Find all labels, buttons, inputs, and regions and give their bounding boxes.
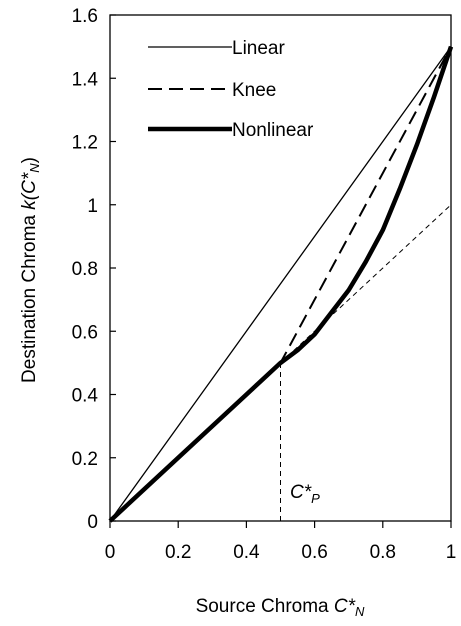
legend: Linear Knee Nonlinear xyxy=(148,38,314,141)
y-tick-label-1-4: 1.4 xyxy=(72,69,99,90)
y-axis-title-close: ) xyxy=(19,157,40,163)
x-tick-label-0-8: 0.8 xyxy=(370,542,396,563)
y-axis-title-text: Destination Chroma xyxy=(19,210,40,383)
x-axis-title-symbol: C* xyxy=(334,596,356,617)
x-axis-ticks: 0 0.2 0.4 0.6 0.8 1 xyxy=(105,521,457,563)
x-tick-label-0-4: 0.4 xyxy=(233,542,260,563)
y-axis-title-symbol: C* xyxy=(19,172,40,194)
annotation-symbol: C* xyxy=(290,482,312,503)
series-line-linear xyxy=(109,46,452,522)
y-axis-title: Destination Chroma k(C*N) xyxy=(19,157,42,383)
x-axis-title: Source Chroma C*N xyxy=(196,596,365,619)
y-axis-ticks: 0 0.2 0.4 0.6 0.8 1 1.2 1.4 1.6 xyxy=(72,6,116,533)
y-tick-label-1-2: 1.2 xyxy=(72,133,98,154)
x-tick-label-0: 0 xyxy=(105,542,116,563)
series-line-nonlinear xyxy=(108,45,454,523)
y-tick-label-0-8: 0.8 xyxy=(72,259,98,280)
x-tick-label-0-2: 0.2 xyxy=(165,542,191,563)
guide-identity-extension xyxy=(280,204,452,364)
x-axis-title-subscript: N xyxy=(355,604,365,619)
legend-label-knee: Knee xyxy=(232,80,276,101)
x-tick-label-0-6: 0.6 xyxy=(301,542,327,563)
y-tick-label-0-4: 0.4 xyxy=(72,386,99,407)
y-tick-label-1-6: 1.6 xyxy=(72,6,98,27)
x-axis-title-text: Source Chroma xyxy=(196,596,334,617)
x-tick-label-1: 1 xyxy=(446,542,457,563)
y-tick-label-1: 1 xyxy=(87,196,98,217)
y-tick-label-0-6: 0.6 xyxy=(72,322,98,343)
y-tick-label-0-2: 0.2 xyxy=(72,449,98,470)
legend-label-linear: Linear xyxy=(232,38,285,59)
legend-label-nonlinear: Nonlinear xyxy=(232,120,314,141)
annotation-subscript: P xyxy=(311,491,320,506)
series-lines xyxy=(108,45,454,523)
y-tick-label-0: 0 xyxy=(87,512,98,533)
guide-lines xyxy=(280,204,452,521)
annotation-cp: C*P xyxy=(290,482,320,506)
y-axis-title-subscript: N xyxy=(27,163,42,173)
y-axis-title-func: k( xyxy=(19,192,40,210)
